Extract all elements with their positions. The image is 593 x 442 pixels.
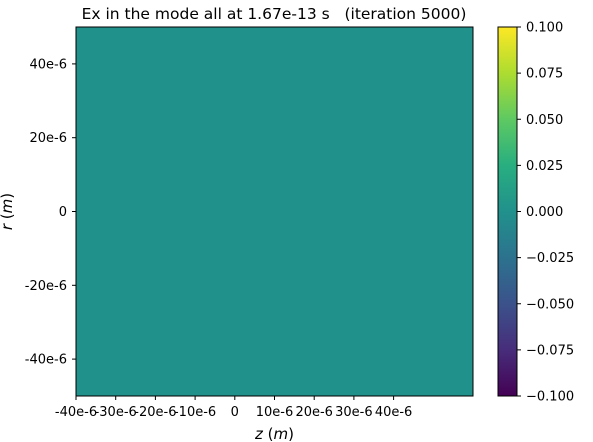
heatmap-field [76, 27, 473, 396]
y-axis-title: r (m) [0, 193, 16, 230]
x-tick-label: 40e-6 [375, 405, 413, 420]
x-tick-label: -20e-6 [134, 405, 176, 420]
colorbar-tick-label: 0.075 [526, 67, 563, 82]
x-axis-ticks: -40e-6-30e-6-20e-6-10e-6 0 10e-6 20e-6 30e-6… [55, 396, 412, 420]
colorbar-tick-label: −0.075 [526, 343, 574, 358]
y-tick-label: 0 [59, 205, 67, 220]
colorbar-tick-label: 0.050 [526, 113, 563, 128]
x-tick-label: 20e-6 [295, 405, 333, 420]
colorbar-tick-label: 0.000 [526, 205, 563, 220]
x-tick-label: -30e-6 [95, 405, 137, 420]
y-axis-ticks: 40e-6 20e-6 0 -20e-6 -40e-6 [25, 57, 76, 368]
colorbar-tick-label: −0.025 [526, 251, 574, 266]
y-tick-label: 20e-6 [29, 131, 67, 146]
x-tick-label: 30e-6 [335, 405, 373, 420]
colorbar-tick-label: 0.025 [526, 159, 563, 174]
x-axis-title: z (m) [254, 425, 294, 442]
x-tick-label: 10e-6 [256, 405, 294, 420]
colorbar-tick-label: 0.100 [526, 21, 563, 36]
x-tick-label: -10e-6 [174, 405, 216, 420]
colorbar-ticks: 0.100 0.075 0.050 0.025 0.000 −0.025 −0.050 −0.… [517, 21, 574, 405]
colorbar [498, 27, 517, 396]
x-tick-label: 0 [231, 405, 239, 420]
colorbar-tick-label: −0.050 [526, 297, 574, 312]
chart-title: Ex in the mode all at 1.67e-13 s (iterat… [82, 5, 467, 23]
y-tick-label: -20e-6 [25, 279, 67, 294]
x-tick-label: -40e-6 [55, 405, 97, 420]
y-tick-label: -40e-6 [25, 353, 67, 368]
y-tick-label: 40e-6 [29, 57, 67, 72]
colorbar-tick-label: −0.100 [526, 390, 574, 405]
